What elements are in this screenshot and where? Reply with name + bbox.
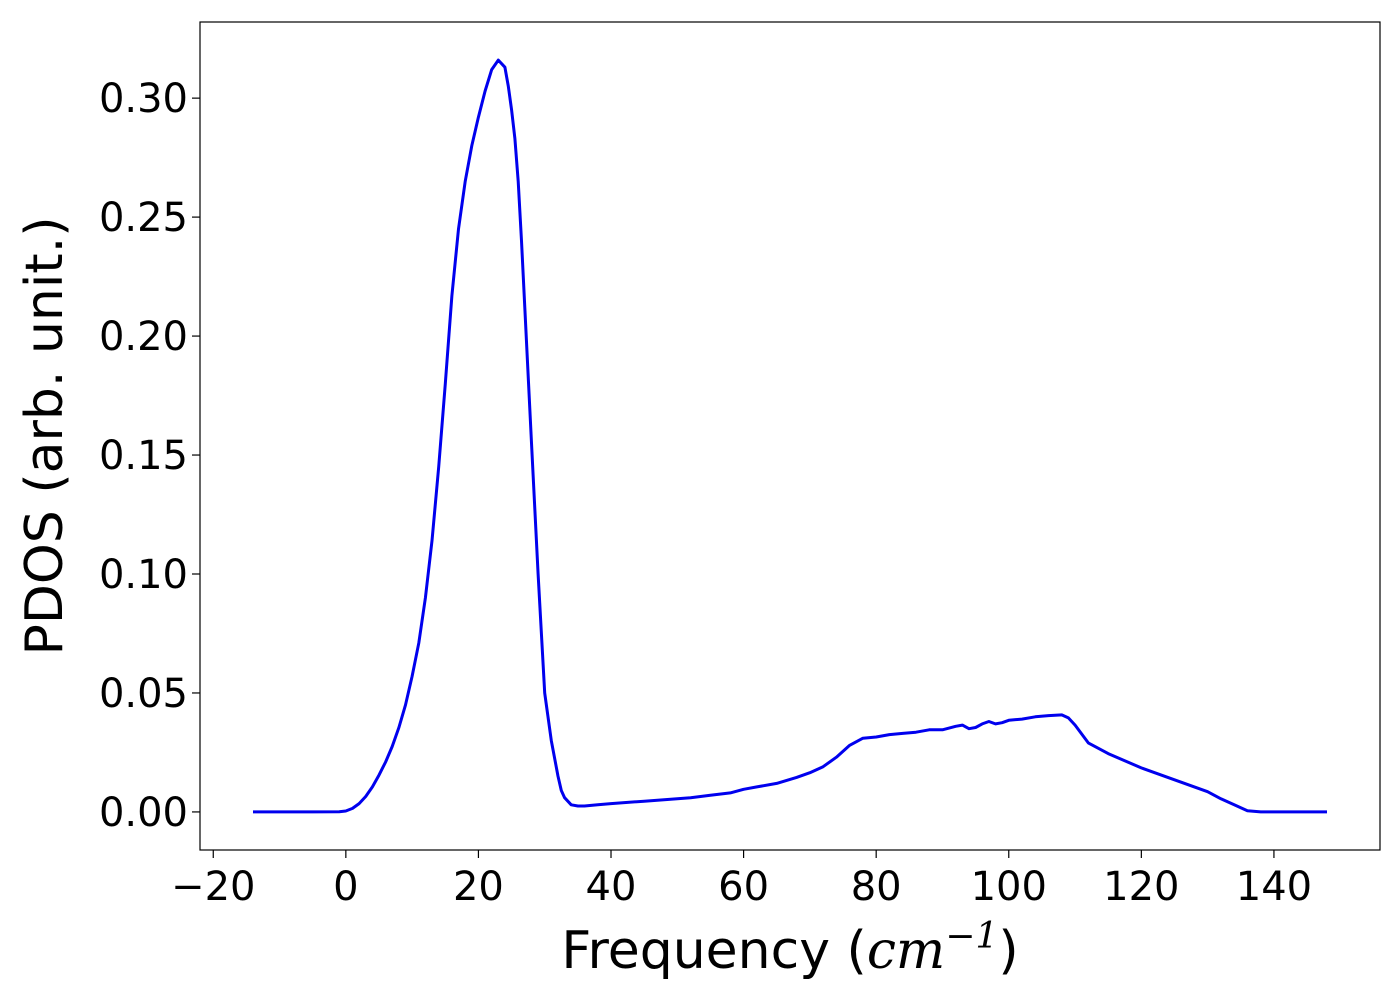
x-tick-label: 60 — [718, 864, 769, 910]
x-axis-label: Frequency (cm−1) — [561, 916, 1018, 981]
series-line-pdos — [253, 58, 1327, 814]
x-tick-label: −20 — [171, 864, 255, 910]
x-tick-label: 100 — [971, 864, 1047, 910]
x-tick-label: 120 — [1103, 864, 1179, 910]
plot-frame — [199, 21, 1381, 851]
y-tick-label: 0.30 — [99, 76, 188, 122]
y-tick-label: 0.25 — [99, 195, 188, 241]
x-tick-label: 140 — [1236, 864, 1312, 910]
y-axis-label: PDOS (arb. unit.) — [15, 216, 75, 655]
y-tick-label: 0.00 — [99, 790, 188, 836]
y-tick-label: 0.10 — [99, 552, 188, 598]
x-tick-label: 0 — [333, 864, 358, 910]
ticks-layer: −20 0 20 40 60 80 100 120 140 0.00 0.05 0.10 0.15 0.2… — [99, 76, 1312, 910]
y-tick-label: 0.15 — [99, 433, 188, 479]
y-tick-label: 0.20 — [99, 314, 188, 360]
x-tick-label: 40 — [586, 864, 637, 910]
x-axis-label-text: Frequency ( — [561, 921, 866, 981]
x-axis-label-suffix: ) — [998, 921, 1018, 981]
x-tick-label: 80 — [851, 864, 902, 910]
x-tick-label: 20 — [453, 864, 504, 910]
x-axis-label-exponent: −1 — [945, 916, 998, 957]
y-tick-label: 0.05 — [99, 671, 188, 717]
x-axis-label-unit: cm — [867, 921, 945, 981]
